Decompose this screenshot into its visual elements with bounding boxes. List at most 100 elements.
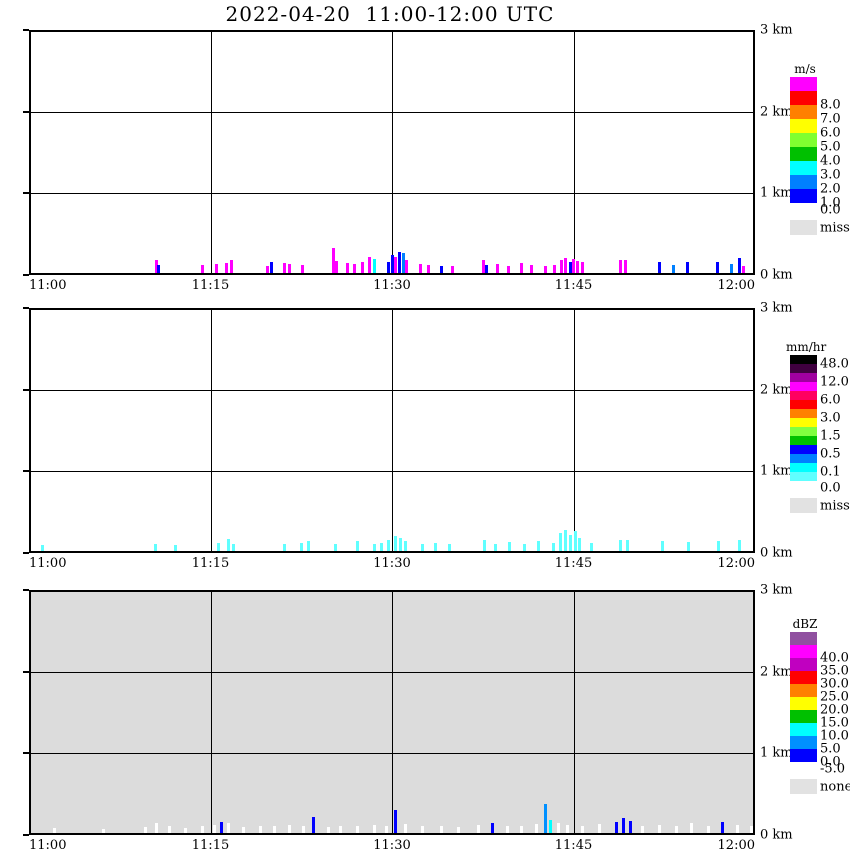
data-bar [485,264,489,273]
colorbar-tick-label: 8.0 [820,97,841,113]
y-tick-label: 2 km [760,104,793,120]
data-bar [331,247,335,273]
data-bar [549,819,553,833]
legend-units-label: mm/hr [786,340,827,354]
data-bar [476,824,480,833]
y-tick-label: 1 km [760,745,793,761]
colorbar-band [790,364,817,373]
y-tick-mark [23,670,29,673]
data-bar [287,824,291,833]
colorbar-tick-label: 0.1 [820,464,841,480]
colorbar-band [790,400,817,409]
colorbar-band [790,684,817,697]
data-bar [658,261,662,273]
y-tick-mark [23,274,29,276]
colorbar-tick-label: 3.0 [820,410,841,426]
data-bar [721,822,725,833]
data-bar [624,259,628,273]
colorbar-min-label: 0.0 [820,202,841,218]
y-tick-label: 3 km [760,22,793,38]
data-bar [302,825,306,833]
data-bar [212,824,216,833]
data-bar [154,259,158,273]
data-bar [216,542,220,551]
data-bar [258,825,262,833]
data-bar [558,533,562,551]
data-bar [387,261,391,273]
colorbar-tick-label: 4.0 [820,153,841,169]
data-bar [689,823,693,833]
data-bar [563,258,567,273]
colorbar-band [790,373,817,382]
x-tick-label: 11:15 [191,278,230,293]
data-bar [215,264,219,273]
data-bar [660,541,664,551]
data-bar [491,823,495,833]
panel-fall [29,30,755,275]
data-bar [183,828,187,833]
data-bar [225,263,229,273]
colorbar [790,632,817,762]
y-tick-label: 1 km [760,463,793,479]
data-bar [227,823,231,833]
colorbar-band [790,189,817,203]
data-bar [346,263,350,273]
data-bar [573,531,577,551]
data-bar [335,260,339,273]
data-bar [551,542,555,551]
colorbar-tick-label: 20.0 [820,702,849,718]
chart-title: 2022-04-20 11:00-12:00 UTC [225,2,555,26]
data-bar [168,826,172,833]
data-bar [220,822,224,833]
data-bar [269,262,273,273]
colorbar-band [790,147,817,161]
data-bar [534,824,538,833]
data-bar [741,265,745,273]
colorbar-band [790,645,817,658]
x-tick-label: 11:15 [191,556,230,571]
data-bar [398,251,402,273]
data-bar [53,828,57,833]
data-bar [157,264,161,273]
colorbar-band [790,697,817,710]
colorbar-band [790,427,817,436]
data-bar [338,825,342,833]
x-tick-label: 11:45 [554,278,593,293]
data-bar [143,827,147,833]
data-bar [326,827,330,833]
colorbar-min-label: -5.0 [820,761,846,777]
data-bar [506,265,510,273]
data-bar [421,543,425,551]
colorbar-band [790,472,817,481]
colorbar-tick-label: 30.0 [820,676,849,692]
data-bar [729,264,733,273]
y-tick-label: 0 km [760,827,793,843]
data-bar [621,818,625,833]
x-tick-label: 12:00 [717,838,755,853]
data-bar [522,544,526,551]
data-bar [387,540,391,551]
colorbar-band [790,671,817,684]
legend-miss-swatch [790,779,817,794]
y-tick-mark [23,752,29,755]
data-bar [287,264,291,273]
data-bar [614,821,618,833]
y-tick-mark [23,470,29,473]
y-tick-label: 2 km [760,664,793,680]
data-bar [283,544,287,551]
data-bar [675,826,679,833]
data-bar [394,536,398,551]
colorbar-tick-label: 0.5 [820,446,841,462]
colorbar-band [790,391,817,400]
colorbar-band [790,77,817,91]
colorbar-tick-label: 25.0 [820,689,849,705]
data-bar [355,541,359,551]
colorbar-band [790,161,817,175]
legend-units-label: m/s [794,62,816,76]
data-bar [312,817,316,833]
data-bar [738,258,742,273]
colorbar-band [790,463,817,472]
colorbar-tick-label: 7.0 [820,111,841,127]
colorbar-tick-label: 3.0 [820,167,841,183]
data-bar [580,825,584,833]
